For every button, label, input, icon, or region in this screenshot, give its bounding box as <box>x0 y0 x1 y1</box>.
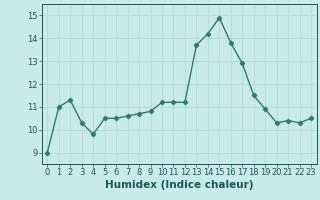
X-axis label: Humidex (Indice chaleur): Humidex (Indice chaleur) <box>105 180 253 190</box>
